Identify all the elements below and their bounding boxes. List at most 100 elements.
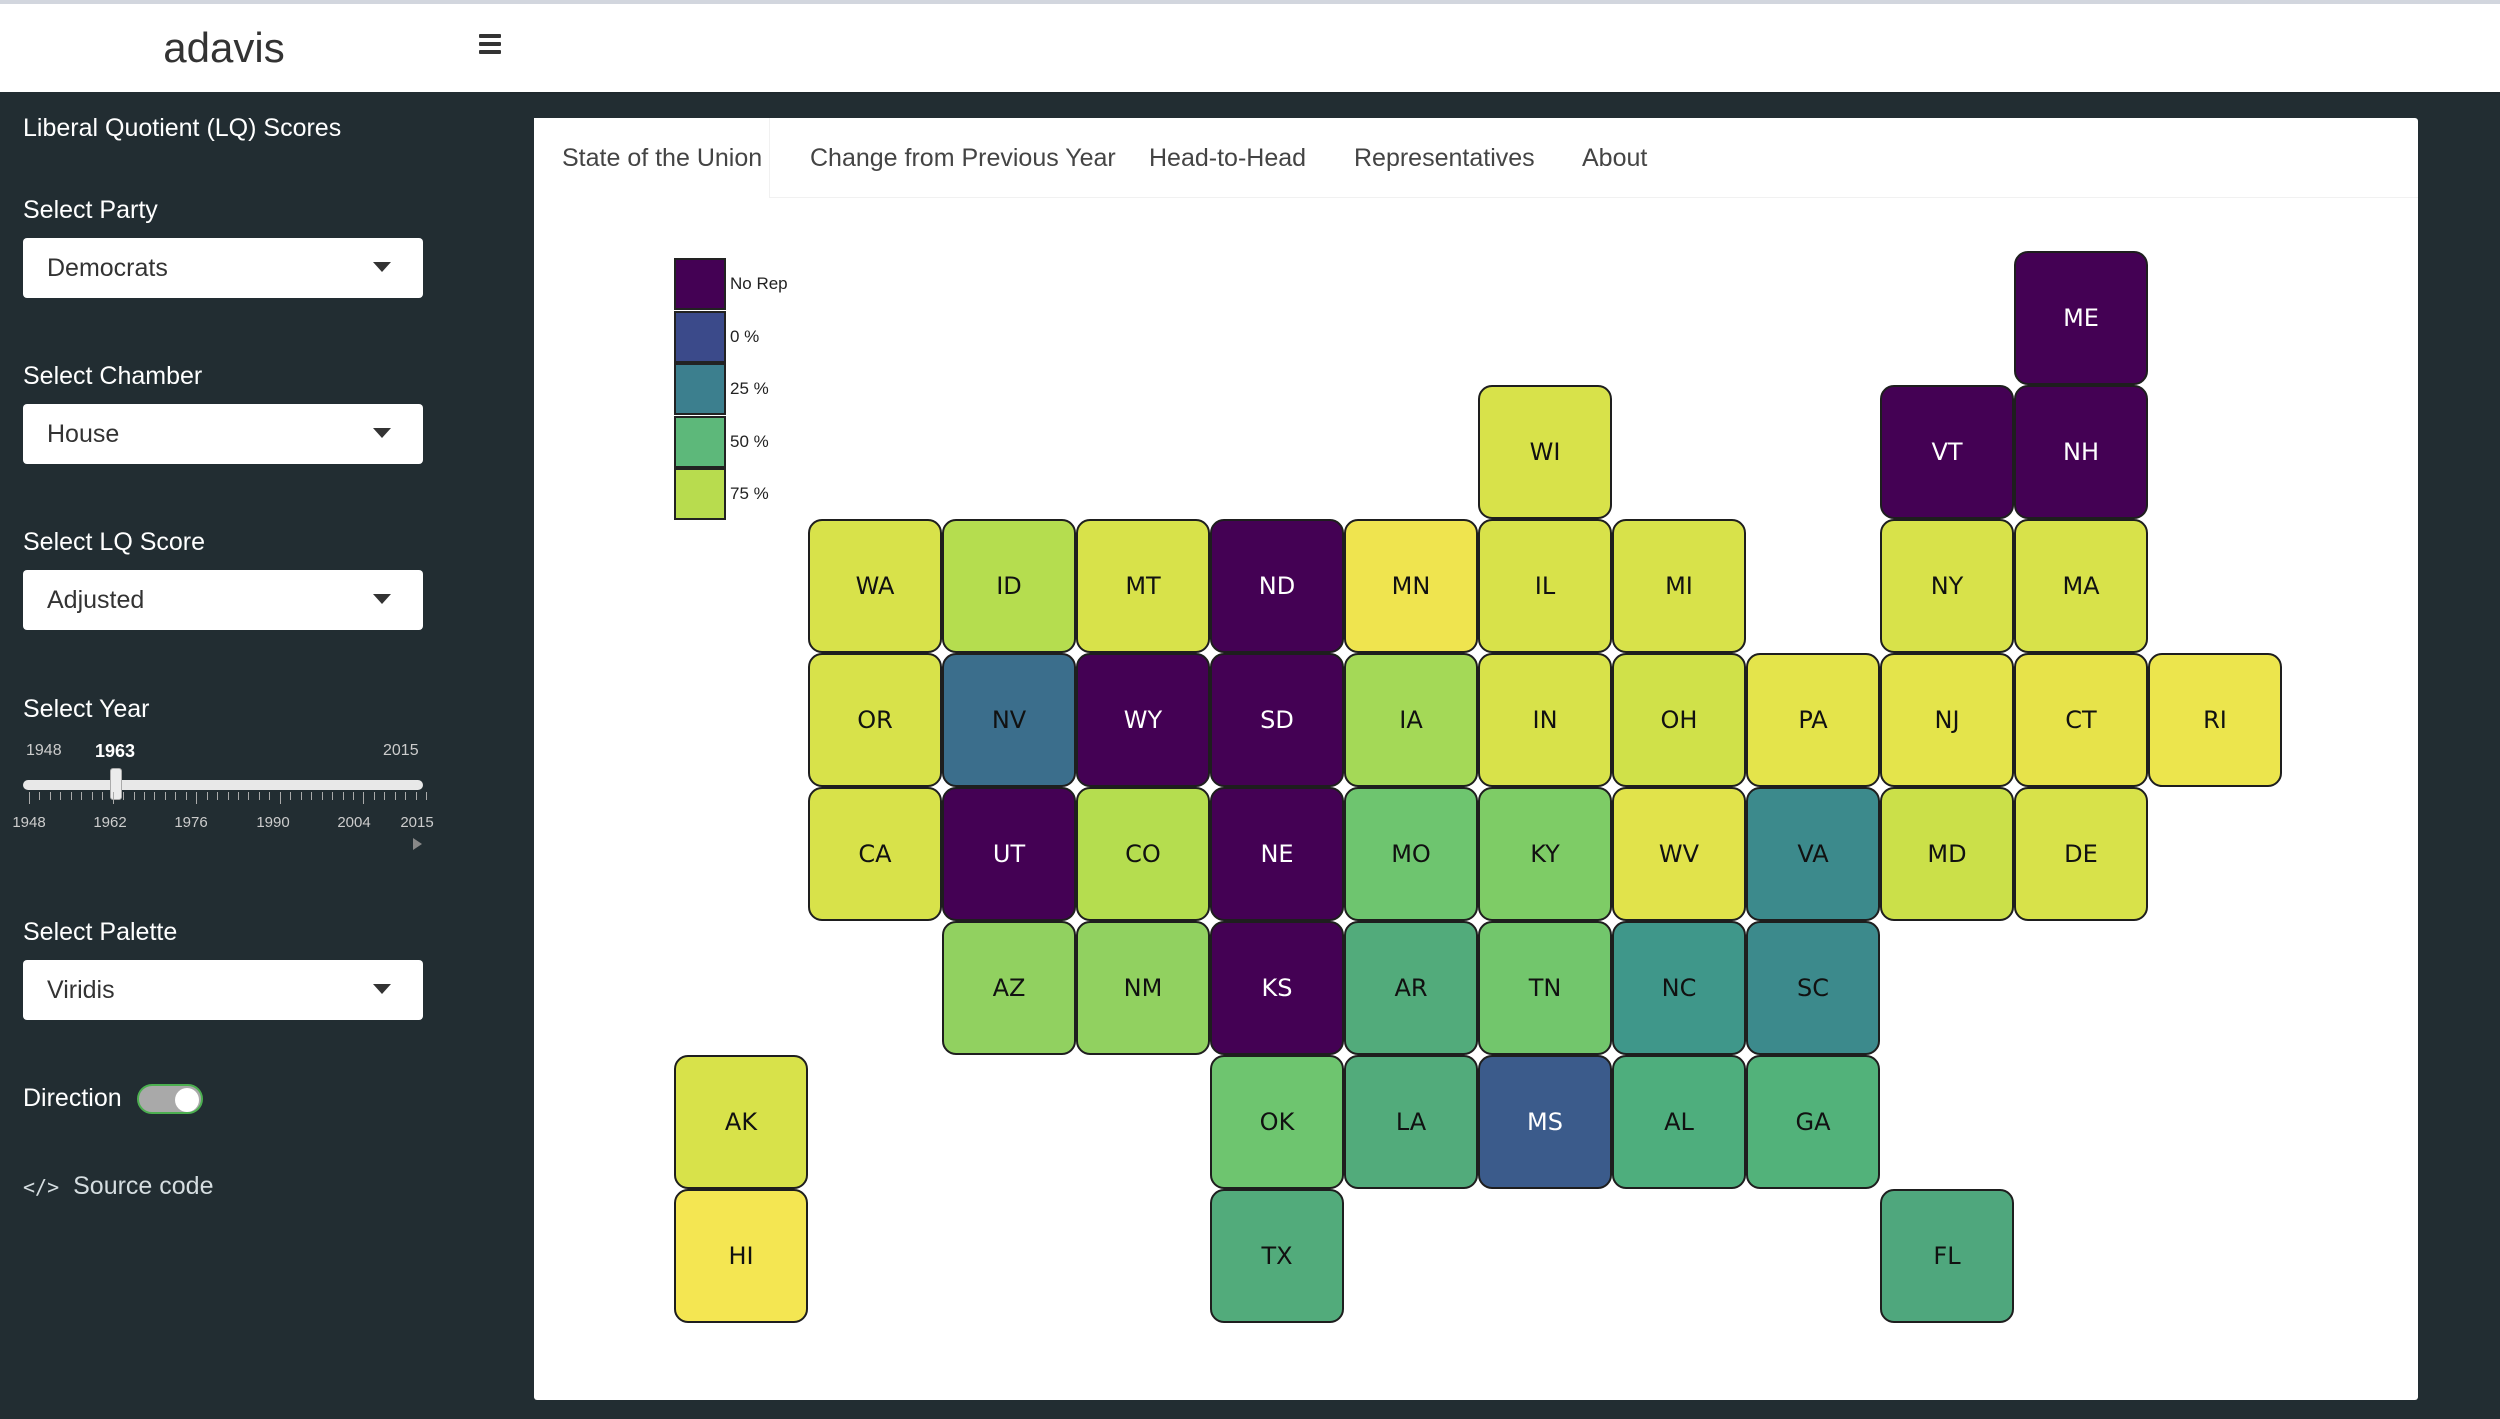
- year-slider-current: 1963: [95, 741, 136, 761]
- year-tick-label: 2004: [337, 814, 371, 831]
- party-label: Select Party: [23, 196, 158, 224]
- state-tile-ia[interactable]: IA: [1344, 653, 1478, 787]
- tab-head-to-head[interactable]: Head-to-Head: [1149, 143, 1307, 172]
- tab-about[interactable]: About: [1582, 143, 1648, 172]
- state-tile-la[interactable]: LA: [1344, 1055, 1478, 1189]
- year-tick-label: 2015: [400, 814, 434, 831]
- state-tile-mi[interactable]: MI: [1612, 519, 1746, 653]
- chamber-label: Select Chamber: [23, 362, 203, 390]
- source-code-link[interactable]: </> Source code: [23, 1172, 214, 1201]
- top-bar: adavis: [0, 0, 2500, 92]
- state-tile-de[interactable]: DE: [2014, 787, 2148, 921]
- legend-label: 50 %: [730, 431, 769, 451]
- state-tile-va[interactable]: VA: [1746, 787, 1880, 921]
- legend-label: No Rep: [730, 274, 788, 293]
- state-tile-az[interactable]: AZ: [942, 921, 1076, 1055]
- state-tile-oh[interactable]: OH: [1612, 653, 1746, 787]
- caret-down-icon: [373, 594, 391, 604]
- state-tile-al[interactable]: AL: [1612, 1055, 1746, 1189]
- state-tile-il[interactable]: IL: [1478, 519, 1612, 653]
- chamber-select[interactable]: House: [23, 404, 423, 464]
- lq-score-select[interactable]: Adjusted: [23, 570, 423, 630]
- state-tile-ar[interactable]: AR: [1344, 921, 1478, 1055]
- state-tile-ri[interactable]: RI: [2148, 653, 2282, 787]
- legend-label: 25 %: [730, 379, 769, 398]
- chamber-select-value: House: [47, 419, 120, 448]
- state-tile-nd[interactable]: ND: [1210, 519, 1344, 653]
- year-tick-label: 1976: [174, 814, 208, 831]
- state-tile-ms[interactable]: MS: [1478, 1055, 1612, 1189]
- year-tick-label: 1990: [256, 814, 290, 831]
- state-tile-id[interactable]: ID: [942, 519, 1076, 653]
- state-tile-ny[interactable]: NY: [1880, 519, 2014, 653]
- state-tile-me[interactable]: ME: [2014, 251, 2148, 385]
- state-tile-vt[interactable]: VT: [1880, 385, 2014, 519]
- caret-down-icon: [373, 262, 391, 272]
- state-tile-wv[interactable]: WV: [1612, 787, 1746, 921]
- state-tile-nm[interactable]: NM: [1076, 921, 1210, 1055]
- state-tile-co[interactable]: CO: [1076, 787, 1210, 921]
- caret-down-icon: [373, 428, 391, 438]
- state-tile-tn[interactable]: TN: [1478, 921, 1612, 1055]
- party-select-value: Democrats: [47, 253, 168, 282]
- legend-swatch: [674, 468, 726, 520]
- legend-swatch: [674, 363, 726, 415]
- state-tile-tx[interactable]: TX: [1210, 1189, 1344, 1323]
- caret-down-icon: [373, 984, 391, 994]
- state-tile-sd[interactable]: SD: [1210, 653, 1344, 787]
- hamburger-menu-icon[interactable]: [474, 30, 506, 62]
- state-tile-mo[interactable]: MO: [1344, 787, 1478, 921]
- state-tile-nv[interactable]: NV: [942, 653, 1076, 787]
- year-tick-label: 1948: [12, 814, 46, 831]
- legend-label: 75 %: [730, 484, 769, 503]
- legend-label: 0 %: [730, 326, 760, 346]
- sidebar: Liberal Quotient (LQ) Scores Select Part…: [0, 92, 510, 1419]
- state-tile-ok[interactable]: OK: [1210, 1055, 1344, 1189]
- play-icon[interactable]: [413, 838, 422, 850]
- state-tile-mn[interactable]: MN: [1344, 519, 1478, 653]
- state-tile-nh[interactable]: NH: [2014, 385, 2148, 519]
- state-tile-ct[interactable]: CT: [2014, 653, 2148, 787]
- state-tile-md[interactable]: MD: [1880, 787, 2014, 921]
- state-tile-sc[interactable]: SC: [1746, 921, 1880, 1055]
- legend-swatch: [674, 258, 726, 310]
- app-brand[interactable]: adavis: [163, 24, 285, 71]
- year-slider-track[interactable]: [23, 780, 423, 790]
- state-tile-wa[interactable]: WA: [808, 519, 942, 653]
- state-tile-nc[interactable]: NC: [1612, 921, 1746, 1055]
- tab-representatives[interactable]: Representatives: [1354, 143, 1535, 172]
- year-slider-min: 1948: [26, 742, 62, 759]
- state-tile-ks[interactable]: KS: [1210, 921, 1344, 1055]
- code-icon: </>: [23, 1174, 60, 1199]
- state-tile-or[interactable]: OR: [808, 653, 942, 787]
- year-slider[interactable]: 1948 1963 2015 1948 1962 1976 1990 2004 …: [12, 732, 434, 852]
- state-tile-hi[interactable]: HI: [674, 1189, 808, 1323]
- state-tile-wy[interactable]: WY: [1076, 653, 1210, 787]
- state-tile-nj[interactable]: NJ: [1880, 653, 2014, 787]
- state-tile-ma[interactable]: MA: [2014, 519, 2148, 653]
- legend-swatch: [674, 415, 726, 468]
- lq-score-select-value: Adjusted: [47, 585, 145, 614]
- palette-select[interactable]: Viridis: [23, 960, 423, 1020]
- source-code-label: Source code: [73, 1172, 214, 1200]
- state-tile-pa[interactable]: PA: [1746, 653, 1880, 787]
- main-panel: State of the Union Change from Previous …: [534, 118, 2418, 1400]
- state-tile-in[interactable]: IN: [1478, 653, 1612, 787]
- state-tile-fl[interactable]: FL: [1880, 1189, 2014, 1323]
- state-tile-ca[interactable]: CA: [808, 787, 942, 921]
- state-tile-wi[interactable]: WI: [1478, 385, 1612, 519]
- year-slider-max: 2015: [383, 742, 419, 759]
- state-tile-ga[interactable]: GA: [1746, 1055, 1880, 1189]
- state-tile-ne[interactable]: NE: [1210, 787, 1344, 921]
- state-tile-ak[interactable]: AK: [674, 1055, 808, 1189]
- tab-state-of-the-union[interactable]: State of the Union: [534, 118, 770, 198]
- party-select[interactable]: Democrats: [23, 238, 423, 298]
- tab-change-from-previous-year[interactable]: Change from Previous Year: [810, 143, 1116, 172]
- direction-label: Direction: [23, 1084, 122, 1112]
- direction-toggle[interactable]: [137, 1084, 203, 1114]
- state-tile-ut[interactable]: UT: [942, 787, 1076, 921]
- toggle-knob: [175, 1088, 199, 1112]
- state-tile-mt[interactable]: MT: [1076, 519, 1210, 653]
- year-slider-ticks: [23, 792, 428, 806]
- state-tile-ky[interactable]: KY: [1478, 787, 1612, 921]
